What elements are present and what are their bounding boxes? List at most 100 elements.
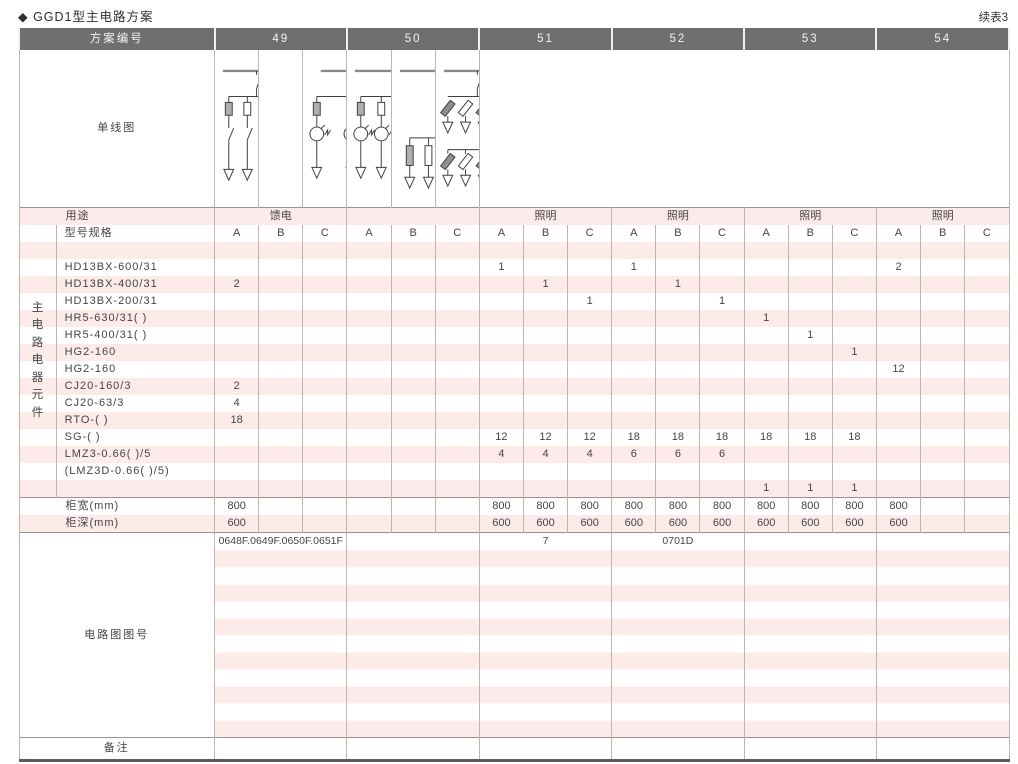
- header-row: 方案编号 49 50 51 52 53 54: [18, 28, 1010, 50]
- scheme-table: 方案编号 49 50 51 52 53 54 单线图 用途 馈电 照明 照明 照明 照明 主电路电…: [18, 28, 1010, 762]
- value-cell: [258, 395, 304, 412]
- value-cell: [302, 310, 348, 327]
- value-cell: [434, 327, 480, 344]
- value-cell: [743, 412, 789, 429]
- component-row: HG2-160 1: [19, 344, 1010, 361]
- drawing-number-cell: [875, 532, 1010, 738]
- subcolumn-header-cell: C: [434, 225, 480, 242]
- value-cell: 4: [522, 446, 569, 463]
- value-cell: [302, 412, 348, 429]
- value-cell: [522, 378, 569, 395]
- remark-cell: [478, 737, 613, 761]
- component-name-cell: [55, 242, 216, 259]
- value-cell: [522, 327, 569, 344]
- value-cell: [743, 378, 789, 395]
- component-group-label: 主电路电器元件: [18, 225, 57, 498]
- value-cell: [478, 412, 524, 429]
- value-cell: [567, 412, 613, 429]
- value-cell: [787, 412, 833, 429]
- value-cell: [390, 378, 436, 395]
- value-cell: [920, 361, 966, 378]
- diagram-row: 单线图: [18, 50, 1009, 208]
- drawing-number-cell: [346, 532, 480, 738]
- value-cell: [346, 310, 392, 327]
- component-row: CJ20-63/3 4: [19, 395, 1010, 412]
- value-cell: [390, 463, 436, 480]
- value-cell: [346, 446, 392, 463]
- single-line-diagram-cell: [434, 50, 480, 208]
- value-cell: [875, 293, 922, 310]
- value-cell: [611, 293, 657, 310]
- value-cell: [611, 480, 657, 498]
- value-cell: [699, 310, 745, 327]
- usage-cell: 照明: [478, 207, 613, 225]
- scheme-number-cell: 54: [875, 28, 1010, 50]
- value-cell: [434, 395, 480, 412]
- value-cell: [434, 344, 480, 361]
- value-cell: [478, 395, 524, 412]
- value-cell: [655, 242, 701, 259]
- value-cell: 4: [567, 446, 613, 463]
- value-cell: [390, 310, 436, 327]
- value-cell: [390, 412, 436, 429]
- component-row: LMZ3-0.66( )/5 4 4 4 6 6 6: [19, 446, 1010, 463]
- value-cell: [920, 395, 966, 412]
- value-cell: [346, 276, 392, 293]
- value-cell: [831, 361, 877, 378]
- value-cell: [258, 463, 304, 480]
- value-cell: [302, 276, 348, 293]
- value-cell: [831, 446, 877, 463]
- value-cell: [302, 242, 348, 259]
- scheme-number-cell: 52: [610, 28, 746, 50]
- value-cell: [699, 242, 745, 259]
- remark-cell: [214, 737, 348, 761]
- value-cell: [478, 361, 524, 378]
- value-cell: [434, 446, 480, 463]
- value-cell: [346, 242, 392, 259]
- value-cell: [522, 480, 569, 498]
- value-cell: [611, 344, 657, 361]
- value-cell: [567, 463, 613, 480]
- value-cell: [611, 361, 657, 378]
- value-cell: [258, 293, 304, 310]
- value-cell: 600: [522, 515, 569, 533]
- drawing-number-cell: 0648F.0649F.0650F.0651F: [214, 532, 348, 738]
- remarks-row: 备注: [18, 737, 1010, 761]
- value-cell: [522, 310, 569, 327]
- component-name-cell: [55, 480, 216, 498]
- value-cell: [390, 515, 436, 533]
- value-cell: 2: [875, 259, 922, 276]
- value-cell: [302, 497, 348, 515]
- value-cell: [655, 395, 701, 412]
- value-cell: [699, 259, 745, 276]
- single-line-diagram-cell: [214, 50, 260, 208]
- value-cell: [655, 378, 701, 395]
- value-cell: [390, 480, 436, 498]
- value-cell: [567, 344, 613, 361]
- value-cell: [258, 515, 304, 533]
- value-cell: [567, 361, 613, 378]
- value-cell: 1: [655, 276, 701, 293]
- value-cell: [567, 276, 613, 293]
- component-name-cell: HD13BX-400/31: [55, 276, 216, 293]
- value-cell: 12: [478, 429, 524, 446]
- component-row: HG2-160 12: [19, 361, 1010, 378]
- value-cell: [390, 293, 436, 310]
- value-cell: 12: [522, 429, 569, 446]
- drawing-number-row: 电路图图号 0648F.0649F.0650F.0651F 7 0701D: [18, 532, 1010, 738]
- value-cell: [302, 361, 348, 378]
- value-cell: 800: [478, 497, 524, 515]
- value-cell: [214, 242, 260, 259]
- value-cell: 800: [214, 497, 260, 515]
- value-cell: [346, 293, 392, 310]
- value-cell: 1: [522, 276, 569, 293]
- cabinet-width-row: 柜宽(mm) 800 800 800 800 800 800 800 800 800 800 800: [18, 497, 1010, 515]
- value-cell: [302, 463, 348, 480]
- value-cell: 600: [831, 515, 877, 533]
- subcolumn-header-cell: C: [964, 225, 1010, 242]
- usage-cell: 照明: [743, 207, 877, 225]
- value-cell: [390, 327, 436, 344]
- value-cell: [831, 378, 877, 395]
- value-cell: 800: [699, 497, 745, 515]
- value-cell: [390, 429, 436, 446]
